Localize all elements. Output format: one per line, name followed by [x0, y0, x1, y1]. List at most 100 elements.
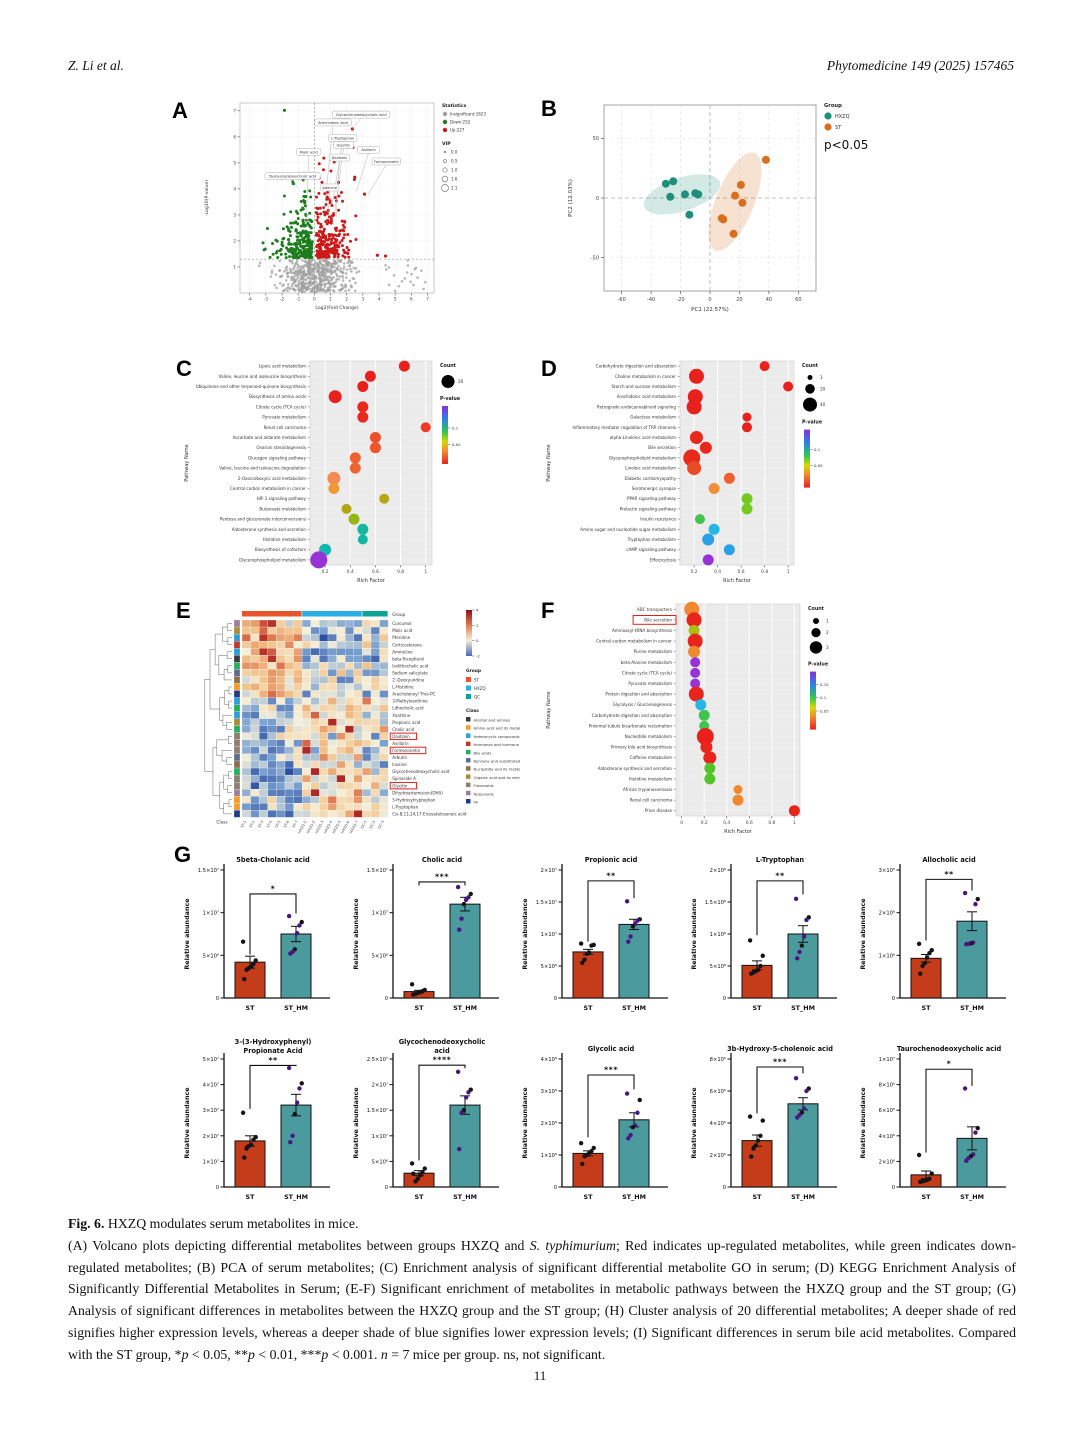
svg-text:HXZQ: HXZQ	[474, 686, 486, 691]
svg-text:0: 0	[385, 996, 388, 1002]
svg-text:Rich Factor: Rich Factor	[724, 829, 753, 835]
svg-text:Butanoate metabolism: Butanoate metabolism	[259, 506, 306, 511]
svg-text:HXZQ-5: HXZQ-5	[332, 820, 342, 834]
svg-text:2×10⁵: 2×10⁵	[710, 1153, 726, 1159]
svg-text:0.2: 0.2	[322, 569, 329, 575]
bar-chart-grid: 5beta-Cholanic acid 0 5×10⁶ 1×10⁷ 1.5×10⁷ Rel…	[178, 846, 1023, 1218]
svg-text:Glycochenodeoxycholic acid: Glycochenodeoxycholic acid	[392, 769, 450, 774]
svg-text:ST_HM: ST_HM	[453, 1193, 477, 1201]
svg-text:2×10⁷: 2×10⁷	[372, 1083, 388, 1089]
svg-text:Relative abundance: Relative abundance	[521, 898, 529, 970]
svg-text:cAMP signaling pathway: cAMP signaling pathway	[626, 547, 676, 552]
svg-text:1×10⁷: 1×10⁷	[203, 911, 219, 917]
svg-text:L-Tryptophan: L-Tryptophan	[756, 856, 805, 864]
svg-text:Arbutin: Arbutin	[392, 755, 407, 760]
svg-text:Central carbon metabolism in c: Central carbon metabolism in cancer	[230, 486, 306, 491]
svg-text:Log2(Fold Change): Log2(Fold Change)	[315, 305, 358, 311]
svg-text:3-Methylxanthine: 3-Methylxanthine	[392, 699, 428, 704]
svg-text:0.4: 0.4	[714, 569, 721, 575]
svg-text:-40: -40	[647, 297, 655, 303]
svg-text:1.5×10⁷: 1.5×10⁷	[367, 868, 388, 874]
svg-text:P-value: P-value	[440, 396, 461, 402]
svg-text:Class: Class	[466, 708, 479, 714]
svg-text:PPAR signaling pathway: PPAR signaling pathway	[627, 496, 677, 501]
svg-text:Organic acid and its derivativ: Organic acid and its derivatives	[474, 776, 521, 780]
svg-text:Group: Group	[824, 103, 842, 109]
svg-text:Malic acid: Malic acid	[300, 150, 318, 154]
svg-text:ABC transporters: ABC transporters	[637, 607, 672, 612]
svg-text:1×10⁷: 1×10⁷	[372, 911, 388, 917]
svg-text:Up:227: Up:227	[450, 128, 465, 133]
svg-text:ST: ST	[584, 1193, 594, 1201]
svg-text:3b-Hydroxy-5-cholenoic acid: 3b-Hydroxy-5-cholenoic acid	[727, 1045, 833, 1053]
svg-text:20: 20	[458, 379, 464, 384]
svg-text:3×10⁷: 3×10⁷	[203, 1108, 219, 1114]
svg-text:0.1: 0.1	[814, 447, 821, 452]
svg-text:Bile secretion: Bile secretion	[648, 445, 676, 450]
svg-text:P-value: P-value	[802, 420, 823, 426]
svg-text:Bile acids: Bile acids	[474, 751, 492, 755]
svg-text:5beta-Cholanic acid: 5beta-Cholanic acid	[236, 856, 310, 864]
svg-text:***: ***	[773, 1058, 787, 1067]
svg-text:Formononetin: Formononetin	[374, 160, 399, 164]
svg-text:2-Oxocarboxylic acid metabolis: 2-Oxocarboxylic acid metabolism	[238, 476, 306, 481]
svg-text:ST: ST	[246, 1004, 256, 1012]
svg-text:1: 1	[826, 619, 829, 624]
svg-text:-50: -50	[591, 255, 599, 261]
svg-text:1: 1	[820, 375, 823, 380]
svg-text:7: 7	[426, 297, 429, 302]
svg-text:1.5×10⁷: 1.5×10⁷	[367, 1108, 388, 1114]
svg-text:Proximal tubule bicarbonate re: Proximal tubule bicarbonate reclamation	[589, 723, 673, 728]
svg-text:Glycitin: Glycitin	[392, 783, 408, 788]
svg-text:p<0.05: p<0.05	[824, 138, 868, 152]
svg-text:African trypanosomiasis: African trypanosomiasis	[623, 787, 672, 792]
svg-text:ST: ST	[922, 1193, 932, 1201]
svg-text:Relative abundance: Relative abundance	[183, 898, 191, 970]
svg-text:Prion disease: Prion disease	[645, 808, 673, 813]
svg-text:1×10⁶: 1×10⁶	[541, 1153, 557, 1159]
svg-text:Renal cell carcinoma: Renal cell carcinoma	[630, 798, 673, 803]
svg-text:Count: Count	[802, 363, 819, 369]
svg-text:ST-2: ST-2	[249, 820, 256, 829]
svg-text:2×10⁷: 2×10⁷	[541, 868, 557, 874]
volcano-plot: Glycochenodexoycholic acid Arachidonic ac…	[204, 102, 486, 311]
svg-text:1.0: 1.0	[451, 168, 458, 173]
svg-text:-2: -2	[476, 654, 480, 659]
svg-text:Heterocyclic compounds: Heterocyclic compounds	[474, 735, 520, 739]
bar-chart-3: Propionic acid 0 5×10⁶ 1×10⁷ 1.5×10⁷ 2×10⁷ Rel…	[521, 856, 668, 1012]
svg-text:6: 6	[233, 134, 236, 139]
svg-text:Propionic acid: Propionic acid	[585, 856, 638, 864]
svg-text:4×10⁶: 4×10⁶	[879, 1134, 895, 1140]
svg-text:Renal cell carcinoma: Renal cell carcinoma	[264, 425, 307, 430]
svg-text:Curcumol: Curcumol	[392, 621, 411, 626]
svg-text:0: 0	[313, 297, 316, 302]
svg-text:ST_HM: ST_HM	[284, 1004, 308, 1012]
svg-text:0: 0	[708, 297, 711, 303]
svg-text:ST: ST	[246, 1193, 256, 1201]
svg-text:1×10⁷: 1×10⁷	[541, 932, 557, 938]
svg-text:**: **	[775, 871, 785, 880]
page-number: 11	[533, 1368, 547, 1383]
svg-text:5×10⁶: 5×10⁶	[203, 953, 219, 959]
enrichment-dotplot-c: Lipoic acid metabolism Valine, leucine an…	[184, 360, 464, 584]
svg-text:0: 0	[554, 996, 557, 1002]
svg-text:1.5×10⁹: 1.5×10⁹	[705, 900, 726, 906]
panel-letter-d: D	[541, 356, 557, 381]
svg-text:Taurochenodeoxycholic acid: Taurochenodeoxycholic acid	[897, 1045, 1002, 1053]
svg-text:Cholic acid: Cholic acid	[422, 856, 462, 864]
svg-text:Alcohol and amines: Alcohol and amines	[474, 719, 511, 723]
svg-text:QC-2: QC-2	[369, 820, 377, 830]
svg-text:Propionic acid: Propionic acid	[392, 720, 421, 725]
svg-text:beta-Alanine metabolism: beta-Alanine metabolism	[621, 660, 672, 665]
svg-text:ST: ST	[835, 125, 842, 131]
svg-text:2: 2	[826, 630, 829, 635]
svg-text:0: 0	[596, 196, 599, 202]
svg-text:Pathway Name: Pathway Name	[184, 444, 190, 481]
svg-text:Relative abundance: Relative abundance	[352, 1087, 360, 1159]
svg-text:Daidzein: Daidzein	[332, 156, 348, 160]
svg-text:3-(3-Hydroxyphenyl): 3-(3-Hydroxyphenyl)	[235, 1038, 312, 1046]
svg-text:Glycolic acid: Glycolic acid	[588, 1045, 635, 1053]
svg-text:0: 0	[723, 996, 726, 1002]
svg-text:Citrate cycle (TCA cycle): Citrate cycle (TCA cycle)	[622, 670, 672, 675]
svg-text:0: 0	[554, 1185, 557, 1191]
